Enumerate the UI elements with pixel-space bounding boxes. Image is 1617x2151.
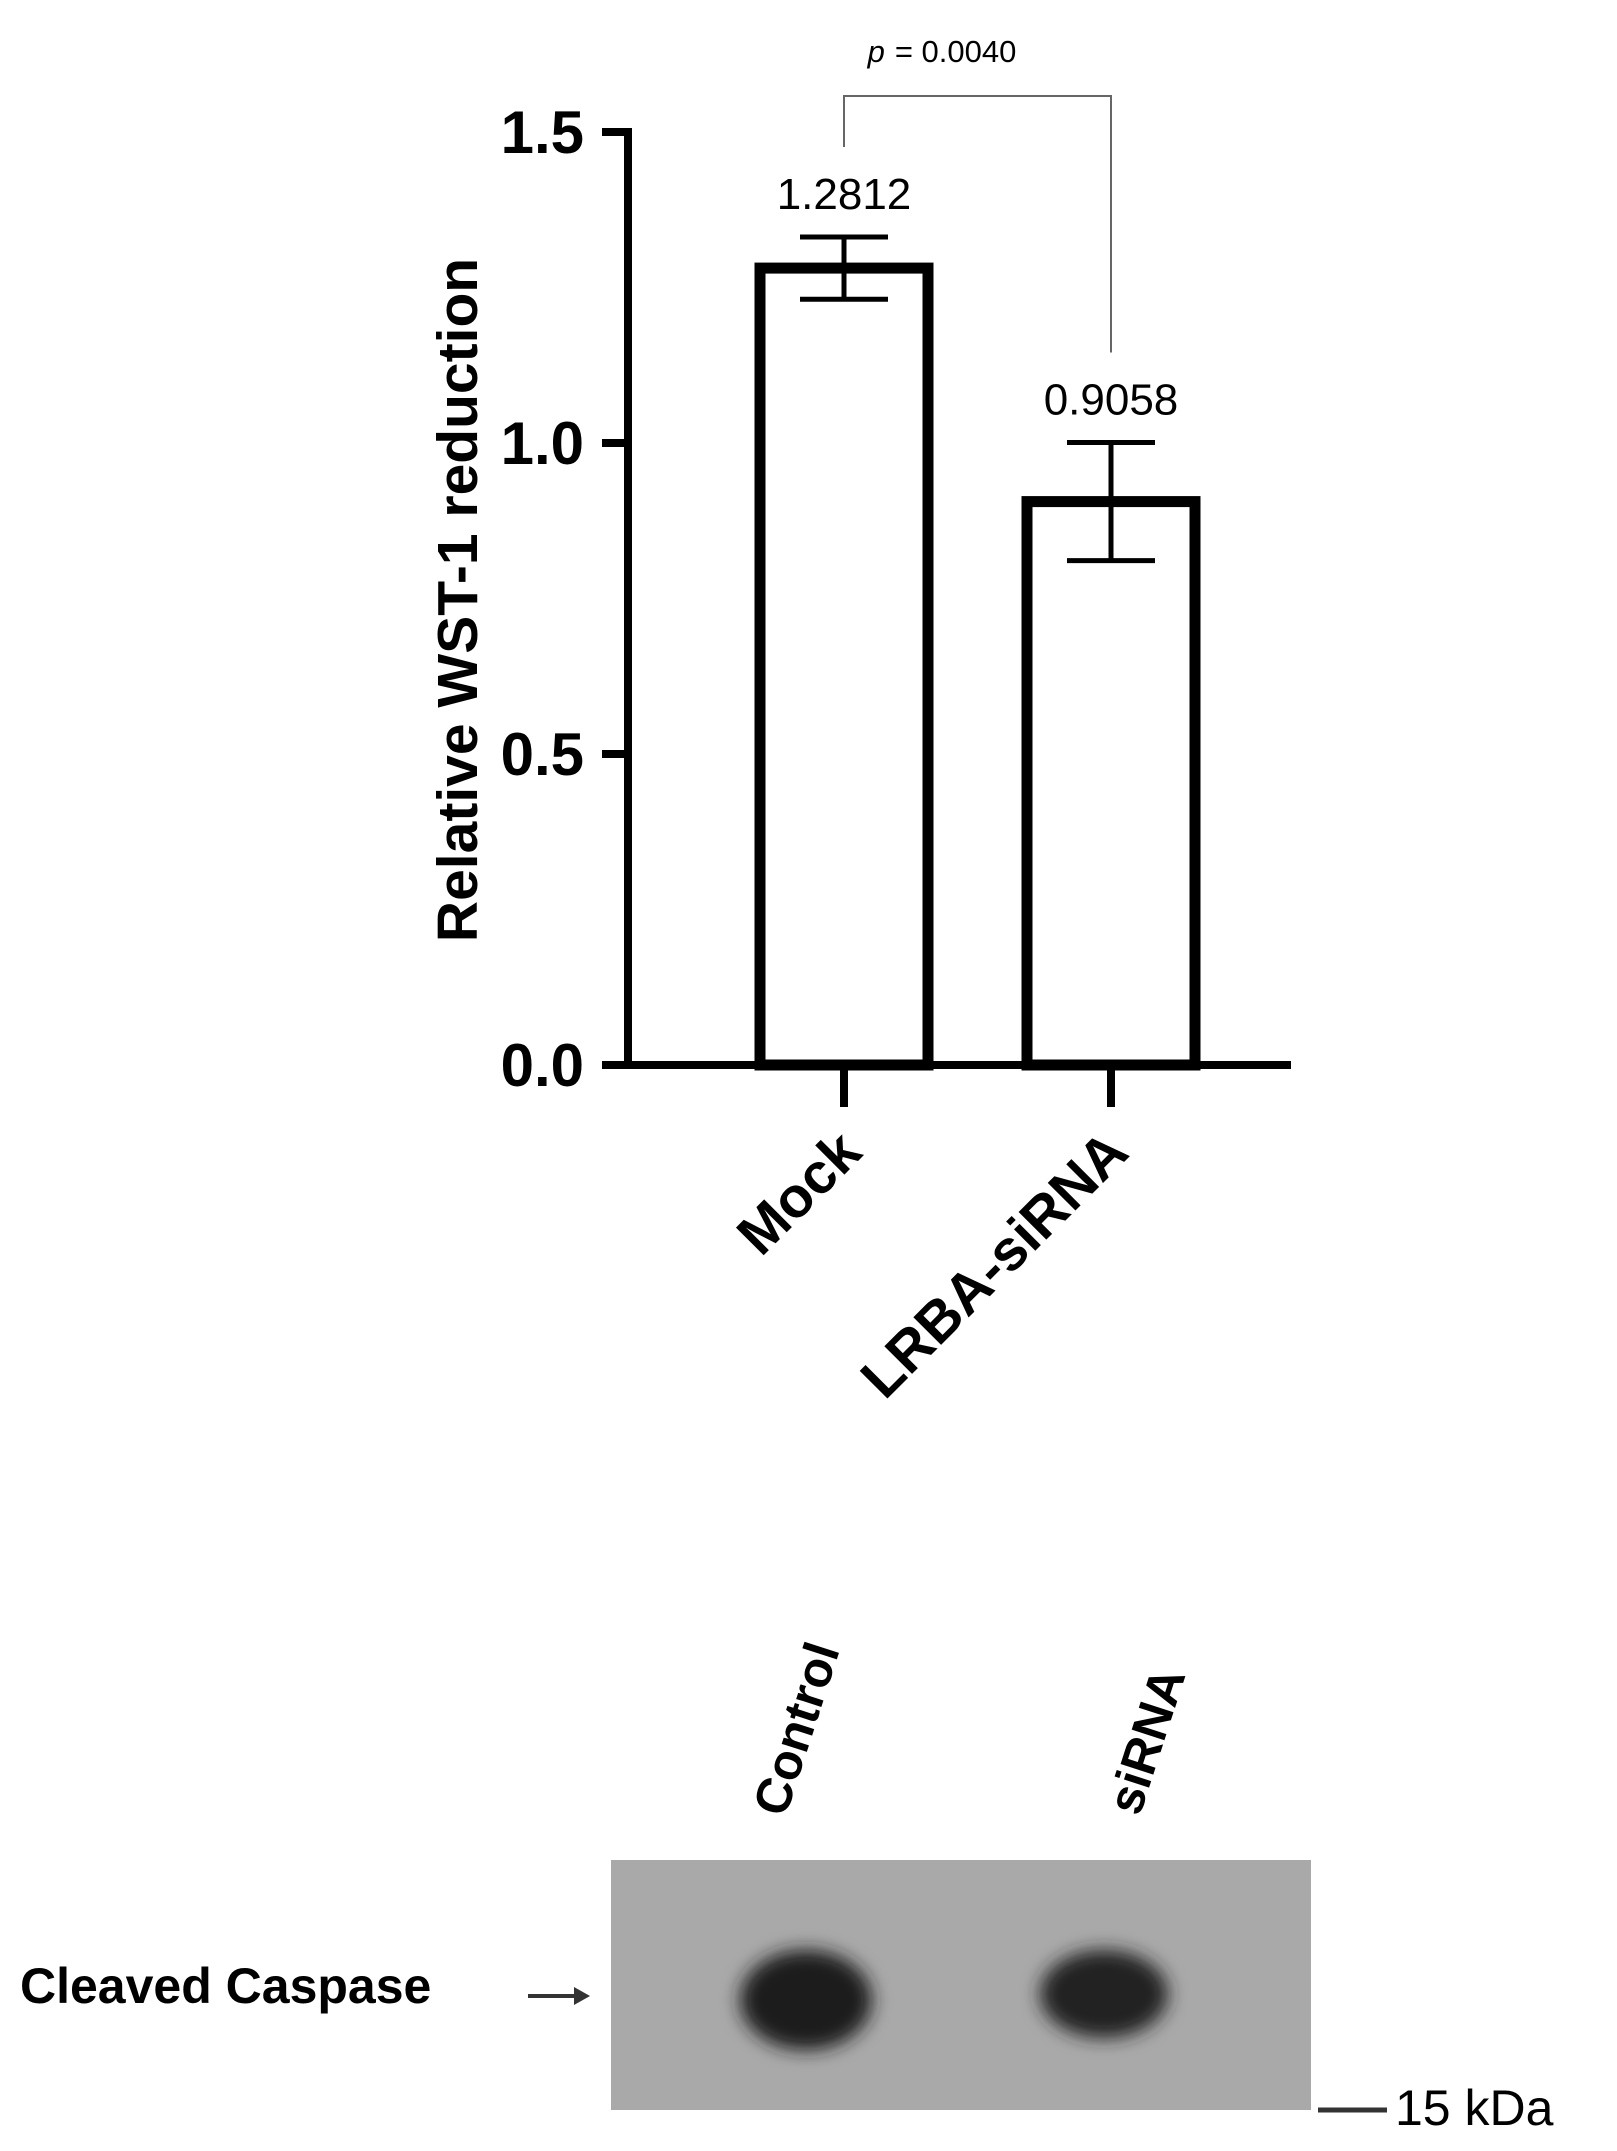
value-label: 1.2812 [777,170,912,219]
bar [1021,496,1201,1071]
x-tick-label: LRBA-siRNA [849,1119,1141,1411]
y-tick-label: 1.5 [501,99,584,166]
western-blot: Control siRNA Cleaved Caspase 15 kDa [20,1636,1554,2137]
significance-bracket [843,95,1112,353]
p-value: = 0.0040 [895,34,1017,69]
significance-label: p = 0.0040 [867,34,1017,69]
lane-label: siRNA [1097,1661,1197,1821]
band-label: Cleaved Caspase [20,1958,431,2014]
blot-band [740,1950,872,2050]
x-tick-label: Mock [725,1119,873,1267]
arrow-head [574,1987,590,2005]
marker-label: 15 kDa [1395,2080,1554,2136]
y-tick-label: 0.5 [501,721,584,788]
y-tick-label: 0.0 [501,1032,584,1099]
y-axis-label: Relative WST-1 reduction [426,258,490,942]
lane-label: Control [742,1636,850,1822]
bar [754,262,934,1071]
blot-membrane [611,1860,1311,2110]
value-label: 0.9058 [1044,376,1179,425]
p-symbol: p [867,34,885,69]
y-tick-label: 1.0 [501,410,584,477]
blot-band [1040,1950,1168,2038]
